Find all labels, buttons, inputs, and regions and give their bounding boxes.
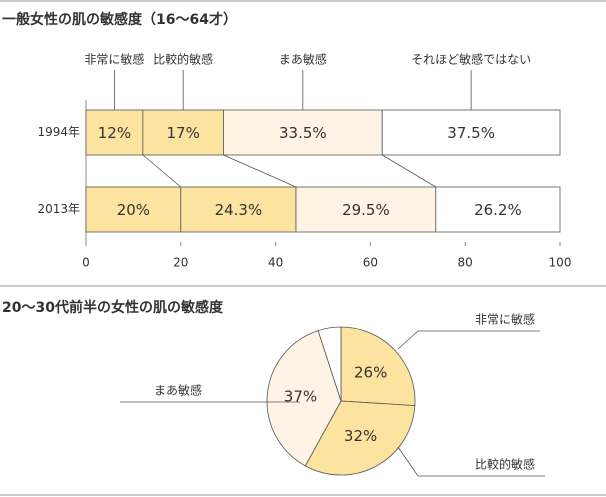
connector bbox=[382, 154, 437, 188]
pie-slice bbox=[266, 330, 342, 467]
connector bbox=[223, 154, 297, 188]
data-label: 12% bbox=[98, 124, 131, 142]
data-label: 26.2% bbox=[474, 201, 522, 219]
legend-label: まあ敏感 bbox=[279, 52, 327, 67]
x-tick-label: 40 bbox=[268, 256, 283, 270]
slice-label: 非常に敏感 bbox=[475, 312, 535, 327]
chart-title: 20～30代前半の女性の肌の敏感度 bbox=[2, 299, 224, 316]
legend-label: 比較的敏感 bbox=[153, 52, 213, 67]
slice-label: まあ敏感 bbox=[154, 383, 202, 398]
legend-label: それほど敏感ではない bbox=[411, 52, 531, 67]
leader-line bbox=[397, 446, 545, 477]
data-label: 37% bbox=[284, 388, 317, 406]
slice-label: 比較的敏感 bbox=[475, 457, 535, 472]
legend-label: 非常に敏感 bbox=[84, 52, 144, 67]
x-tick-label: 80 bbox=[458, 256, 473, 270]
x-tick-label: 100 bbox=[549, 256, 572, 270]
y-tick-label: 1994年 bbox=[37, 125, 80, 139]
bar-segment bbox=[85, 186, 182, 233]
x-tick-label: 60 bbox=[363, 256, 378, 270]
data-label: 37.5% bbox=[447, 124, 495, 142]
pie-slice bbox=[340, 326, 416, 407]
data-label: 29.5% bbox=[342, 201, 390, 219]
bar-segment bbox=[295, 186, 437, 233]
pie-slice bbox=[317, 326, 342, 402]
chart-title: 一般女性の肌の敏感度（16～64才） bbox=[2, 11, 237, 28]
bar-segment bbox=[223, 109, 383, 156]
connector bbox=[142, 154, 182, 188]
data-label: 24.3% bbox=[215, 201, 263, 219]
data-label: 33.5% bbox=[279, 124, 327, 142]
leader-line bbox=[397, 330, 540, 350]
y-tick-label: 2013年 bbox=[37, 202, 80, 216]
bar-segment bbox=[435, 186, 561, 233]
data-label: 20% bbox=[117, 201, 150, 219]
bar-segment bbox=[381, 109, 561, 156]
x-tick-label: 20 bbox=[173, 256, 188, 270]
bar-segment bbox=[142, 109, 224, 156]
data-label: 26% bbox=[354, 364, 387, 382]
bar-segment bbox=[180, 186, 297, 233]
data-label: 32% bbox=[344, 427, 377, 445]
x-tick-label: 0 bbox=[82, 256, 90, 270]
data-label: 17% bbox=[166, 124, 199, 142]
pie-slice bbox=[304, 400, 416, 476]
